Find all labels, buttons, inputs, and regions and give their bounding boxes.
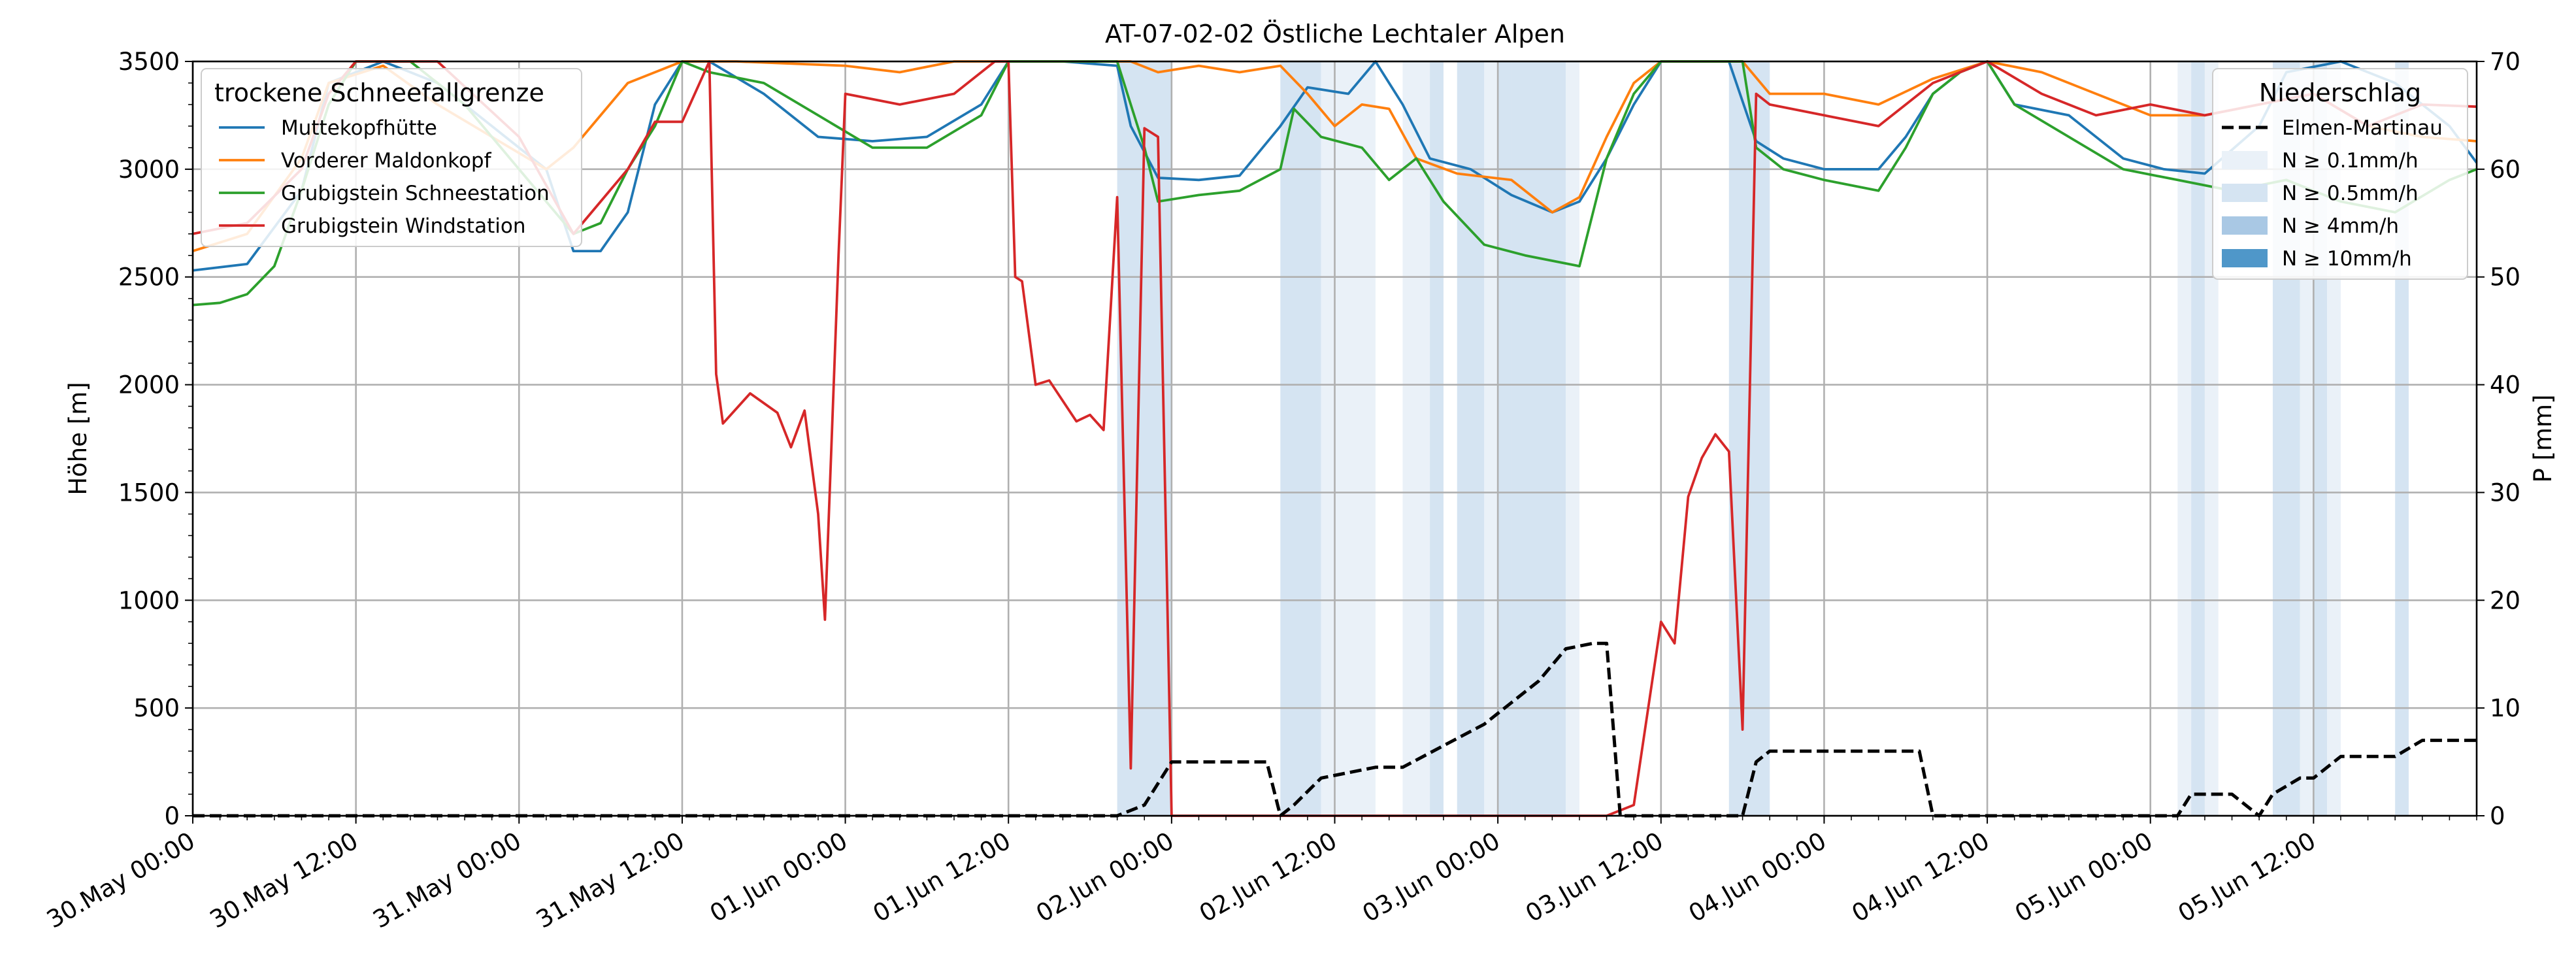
y2-tick-label: 20 (2490, 586, 2520, 614)
precip-band (1566, 61, 1579, 816)
x-tick-label: 31.May 00:00 (369, 827, 526, 934)
y2-tick-label: 50 (2490, 263, 2520, 292)
x-tick-label: 04.Jun 12:00 (1847, 827, 1994, 928)
legend-swatch (2222, 249, 2268, 267)
y-tick-label: 3500 (118, 48, 180, 76)
legend-label: N ≥ 10mm/h (2282, 247, 2412, 271)
precip-band (1321, 61, 1376, 816)
x-tick-label: 03.Jun 00:00 (1358, 827, 1505, 928)
x-tick-label: 05.Jun 12:00 (2173, 827, 2320, 928)
legend-snowfall-title: trockene Schneefallgrenze (214, 78, 544, 107)
y2-tick-label: 70 (2490, 48, 2520, 76)
legend-precipitation: Niederschlag Elmen-Martinau N ≥ 0.1mm/h N … (2212, 68, 2468, 280)
legend-snowfall: trockene Schneefallgrenze Muttekopfhütte… (201, 68, 582, 247)
legend-label: N ≥ 4mm/h (2282, 214, 2399, 238)
x-tick-label: 02.Jun 00:00 (1031, 827, 1178, 928)
legend-precipitation-title: Niederschlag (2259, 78, 2421, 107)
legend-snowfall-box (201, 68, 582, 247)
x-tick-label: 02.Jun 12:00 (1195, 827, 1342, 928)
x-tick-label: 01.Jun 00:00 (705, 827, 852, 928)
y-tick-label: 1500 (118, 478, 180, 507)
x-tick-label: 31.May 12:00 (531, 827, 689, 934)
legend-label: N ≥ 0.5mm/h (2282, 182, 2419, 205)
y2-tick-label: 0 (2490, 802, 2505, 830)
y2-axis-title: P [mm] (2529, 394, 2557, 482)
legend-label: Elmen-Martinau (2282, 116, 2443, 140)
y2-tick-label: 60 (2490, 156, 2520, 184)
y-axis-title: Höhe [m] (64, 382, 92, 495)
y-tick-label: 2000 (118, 371, 180, 399)
legend-swatch (2222, 216, 2268, 235)
x-axis-labels: 30.May 00:00 30.May 12:00 31.May 00:00 31.M… (42, 827, 2320, 934)
series-line (193, 641, 2477, 818)
axis-ticks (185, 61, 2485, 824)
legend-snowfall-entries: Muttekopfhütte Vorderer Maldonkopf Grubigs… (219, 116, 550, 238)
y-tick-label: 2500 (118, 263, 180, 292)
x-tick-label: 04.Jun 00:00 (1684, 827, 1831, 928)
legend-swatch (2222, 151, 2268, 169)
legend-precipitation-box (2212, 68, 2468, 280)
precip-band (1511, 61, 1566, 816)
x-tick-label: 05.Jun 00:00 (2010, 827, 2157, 928)
y-tick-label: 3000 (118, 156, 180, 184)
precip-band (2191, 61, 2205, 816)
x-tick-label: 30.May 12:00 (205, 827, 363, 934)
legend-label: Grubigstein Windstation (281, 214, 525, 238)
precip-band (1457, 61, 1485, 816)
y-tick-label: 1000 (118, 586, 180, 614)
precip-band (2177, 61, 2192, 816)
y-axis-labels: 0 500 1000 1500 2000 2500 3000 3500 (118, 48, 180, 830)
y2-tick-label: 10 (2490, 694, 2520, 722)
legend-precipitation-entries: Elmen-Martinau N ≥ 0.1mm/h N ≥ 0.5mm/h N ≥ … (2222, 116, 2443, 271)
y-tick-label: 500 (133, 694, 180, 722)
x-tick-label: 03.Jun 12:00 (1521, 827, 1668, 928)
legend-label: Vorderer Maldonkopf (281, 149, 492, 173)
x-tick-label: 30.May 00:00 (42, 827, 199, 934)
precip-band (1280, 61, 1321, 816)
chart-title: AT-07-02-02 Östliche Lechtaler Alpen (1105, 20, 1565, 48)
series-line (192, 60, 2477, 817)
legend-swatch (2222, 184, 2268, 202)
legend-label: N ≥ 0.1mm/h (2282, 149, 2419, 173)
y2-tick-label: 30 (2490, 478, 2520, 507)
y2-tick-label: 40 (2490, 371, 2520, 399)
y-tick-label: 0 (164, 802, 180, 830)
precip-band (1484, 61, 1498, 816)
x-tick-label: 01.Jun 12:00 (868, 827, 1016, 928)
legend-label: Muttekopfhütte (281, 116, 437, 140)
y2-axis-labels: 0 10 20 30 40 50 60 70 (2490, 48, 2520, 830)
precip-band (1430, 61, 1444, 816)
legend-label: Grubigstein Schneestation (281, 182, 550, 205)
